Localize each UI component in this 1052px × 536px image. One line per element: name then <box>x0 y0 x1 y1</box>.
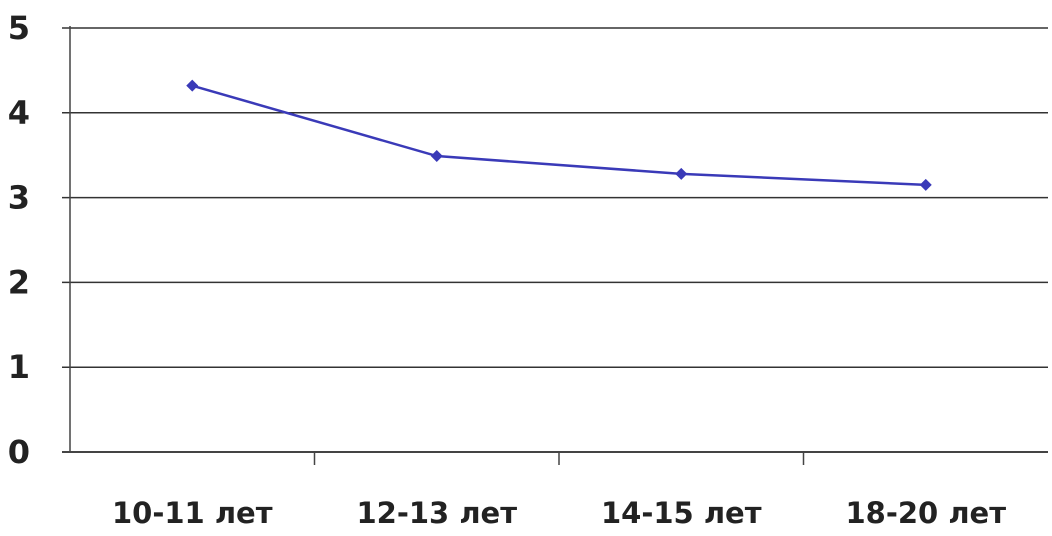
series-line <box>191 84 926 187</box>
x-tick-label: 12-13 лет <box>356 496 517 530</box>
x-axis-ticks: 10-11 лет 12-13 лет 14-15 лет 18-20 лет <box>112 452 1006 530</box>
x-tick-label: 18-20 лет <box>845 496 1006 530</box>
x-tick-label: 14-15 лет <box>601 496 762 530</box>
series-group <box>186 79 932 191</box>
data-point-marker <box>675 167 688 180</box>
y-tick-label: 2 <box>8 263 30 301</box>
y-tick-label: 3 <box>8 179 30 217</box>
y-tick-label: 0 <box>8 433 30 471</box>
x-tick-label: 10-11 лет <box>112 496 273 530</box>
y-axis-ticks: 0 1 2 3 4 5 <box>8 9 30 471</box>
gridlines <box>62 27 1048 453</box>
axes <box>62 26 1048 453</box>
y-tick-label: 5 <box>8 9 30 47</box>
data-point-marker <box>919 178 932 191</box>
data-point-marker <box>186 79 199 92</box>
y-tick-label: 4 <box>8 94 30 132</box>
data-point-marker <box>430 150 443 163</box>
y-tick-label: 1 <box>8 348 30 386</box>
